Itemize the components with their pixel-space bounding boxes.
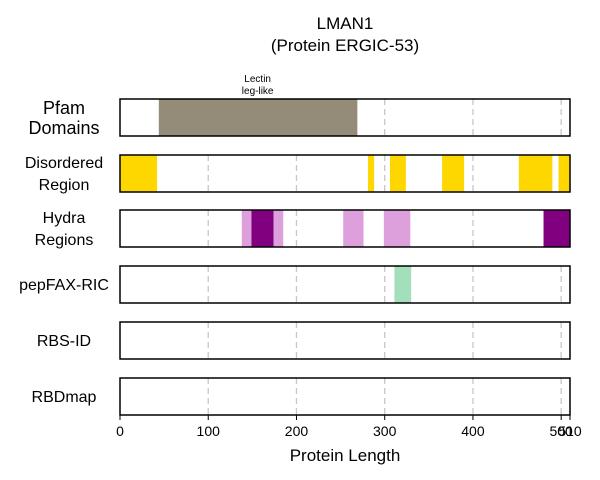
x-tick-label-3: 300 xyxy=(373,423,397,439)
track-1-segment-3 xyxy=(442,155,465,192)
track-3-label-line-0: pepFAX-RIC xyxy=(19,277,109,294)
track-0-frame xyxy=(119,98,571,137)
x-tick-label-4: 400 xyxy=(461,423,485,439)
track-4: RBS-ID xyxy=(37,321,571,360)
track-2-segment-2 xyxy=(273,210,284,247)
x-tick-label-1: 100 xyxy=(197,423,221,439)
track-2: Hydra Regions xyxy=(35,209,571,249)
track-3-frame xyxy=(119,265,571,304)
track-1-segment-0 xyxy=(120,155,158,192)
track-0-label-line-1: Domains xyxy=(28,118,99,138)
track-2-segment-1 xyxy=(251,210,274,247)
track-1-label-line-1: Region xyxy=(39,177,90,194)
track-2-label-line-1: Regions xyxy=(35,232,94,249)
track-2-segment-0 xyxy=(241,210,252,247)
track-0-annotation-0-line-0: Lectin xyxy=(244,74,271,85)
track-2-segment-5 xyxy=(543,210,570,247)
x-tick-label-0: 0 xyxy=(116,423,124,439)
track-5: RBDmap xyxy=(32,377,571,416)
track-0-label-line-0: Pfam xyxy=(43,98,85,118)
track-2-label-line-0: Hydra xyxy=(43,210,86,227)
track-3-segment-0 xyxy=(394,266,412,303)
track-0-segment-0 xyxy=(158,99,358,136)
track-1-label-line-0: Disordered xyxy=(25,155,103,172)
track-4-label-line-0: RBS-ID xyxy=(37,333,91,350)
x-axis-title: Protein Length xyxy=(290,446,401,465)
track-5-label-line-0: RBDmap xyxy=(32,389,97,406)
chart-title: LMAN1 xyxy=(317,14,374,33)
x-tick-label-5: 500 xyxy=(549,423,573,439)
track-1-segment-5 xyxy=(558,155,570,192)
x-tick-label-6: 510 xyxy=(558,423,582,439)
track-1-frame xyxy=(119,154,571,193)
track-0-annotation-0-line-1: leg-like xyxy=(242,86,274,97)
track-4-frame xyxy=(119,321,571,360)
track-1: Disordered Region xyxy=(25,154,571,194)
track-2-frame xyxy=(119,209,571,248)
track-1-segment-1 xyxy=(367,155,375,192)
chart-subtitle: (Protein ERGIC-53) xyxy=(271,36,419,55)
track-1-segment-2 xyxy=(390,155,406,192)
track-5-frame xyxy=(119,377,571,416)
track-2-segment-3 xyxy=(343,210,364,247)
track-3: pepFAX-RIC xyxy=(19,265,571,304)
track-1-segment-4 xyxy=(518,155,553,192)
track-2-segment-4 xyxy=(383,210,411,247)
x-tick-label-2: 200 xyxy=(285,423,309,439)
